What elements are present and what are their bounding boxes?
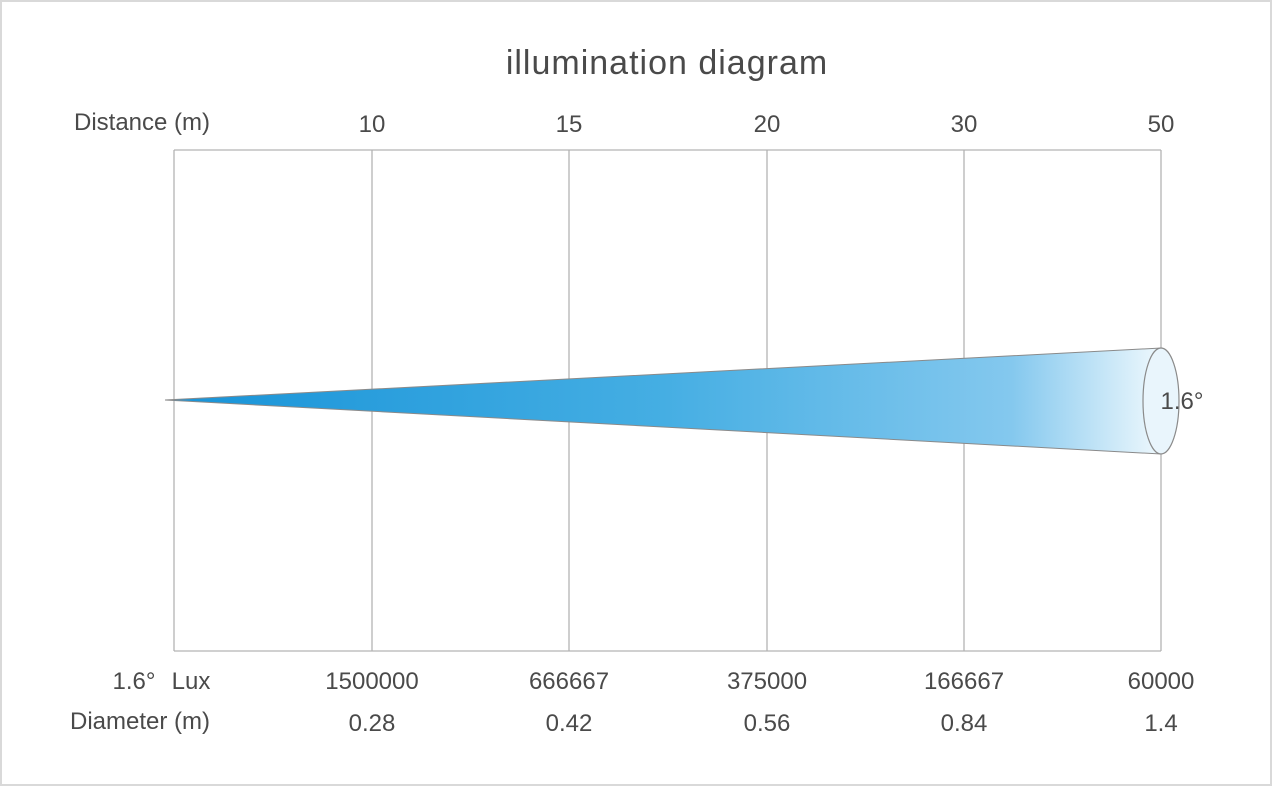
diameter-value: 0.56 [744, 710, 791, 737]
distance-tick-label: 15 [556, 111, 583, 138]
lux-value: 1500000 [325, 668, 418, 695]
distance-tick-label: 20 [754, 111, 781, 138]
diameter-value: 1.4 [1144, 710, 1177, 737]
lux-label: Lux [172, 668, 211, 695]
diameter-label: Diameter (m) [70, 708, 210, 735]
lux-value: 60000 [1128, 668, 1195, 695]
lux-value: 375000 [727, 668, 807, 695]
lux-value: 666667 [529, 668, 609, 695]
lux-value: 166667 [924, 668, 1004, 695]
diameter-value: 0.42 [546, 710, 593, 737]
distance-tick-label: 10 [359, 111, 386, 138]
distance-axis-label: Distance (m) [74, 109, 210, 136]
light-beam-cone [164, 347, 1162, 455]
diameter-value: 0.28 [349, 710, 396, 737]
distance-tick-label: 30 [951, 111, 978, 138]
distance-tick-label: 50 [1148, 111, 1175, 138]
beam-end-ellipse [1142, 347, 1180, 455]
beam-angle-label: 1.6° [1161, 388, 1204, 415]
diameter-value: 0.84 [941, 710, 988, 737]
diagram-title: illumination diagram [506, 44, 828, 82]
lux-angle-label: 1.6° [113, 668, 156, 695]
